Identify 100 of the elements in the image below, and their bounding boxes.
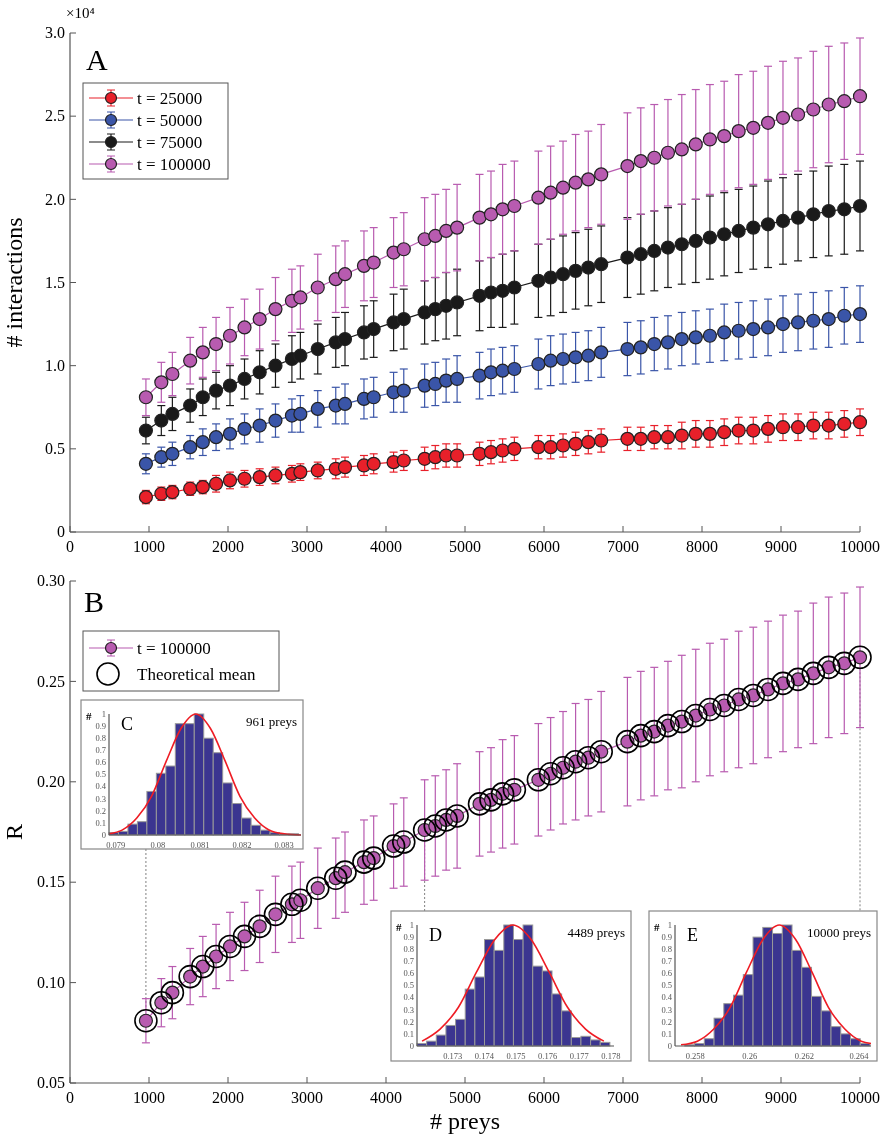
y-tick-label: 2.0 — [45, 190, 65, 208]
y-tick-label: 0.20 — [37, 773, 65, 791]
x-tick-label: 3000 — [291, 1089, 323, 1106]
x-tick-label: 6000 — [528, 538, 560, 555]
chart-title: 961 preys — [246, 714, 297, 729]
y-tick-label: 1 — [101, 708, 106, 719]
x-tick-label: 0.262 — [794, 1050, 814, 1061]
y-axis-title: # — [396, 921, 402, 933]
y-tick-label: 0 — [101, 829, 106, 840]
y-tick-label: 0.1 — [403, 1028, 414, 1039]
y-tick-label: 0.9 — [403, 931, 414, 942]
legend-label: t = 25000 — [137, 89, 203, 108]
text: ×10⁴ — [66, 5, 95, 21]
y-tick-label: 0.2 — [95, 805, 106, 816]
x-tick-label: 0.08 — [150, 839, 166, 850]
y-tick-label: 0.5 — [403, 980, 414, 991]
x-tick-label: 1000 — [133, 1089, 165, 1106]
x-tick-label: 5000 — [449, 538, 481, 555]
x-tick-label: 0.082 — [232, 839, 252, 850]
y-tick-label: 0.4 — [95, 781, 107, 792]
x-tick-label: 7000 — [607, 538, 639, 555]
x-tick-label: 0.264 — [849, 1050, 870, 1061]
y-tick-label: 0.3 — [661, 1004, 672, 1015]
y-tick-label: 0.10 — [37, 973, 65, 991]
y-tick-label: 0.3 — [95, 793, 106, 804]
x-tick-label: 0.177 — [569, 1050, 589, 1061]
y-tick-label: 0.7 — [95, 745, 106, 756]
x-tick-label: 5000 — [449, 1089, 481, 1106]
y-tick-label: 0.05 — [37, 1074, 65, 1092]
y-tick-label: 1 — [667, 919, 672, 930]
legend-label: t = 75000 — [137, 133, 203, 152]
legend-label: t = 100000 — [137, 639, 211, 658]
x-tick-label: 3000 — [291, 538, 323, 555]
y-tick-label: 0 — [57, 523, 65, 541]
y-tick-label: 0.2 — [403, 1016, 414, 1027]
y-tick-label: 0.5 — [661, 980, 672, 991]
x-tick-label: 4000 — [370, 538, 402, 555]
chart-title: 4489 preys — [567, 925, 625, 940]
annotation: A — [86, 43, 108, 76]
y-axis-title: # — [654, 921, 660, 933]
legend-label: t = 50000 — [137, 111, 203, 130]
x-tick-label: 0.176 — [538, 1050, 558, 1061]
y-tick-label: 2.5 — [45, 107, 65, 125]
y-tick-label: 0.7 — [661, 956, 672, 967]
x-tick-label: 1000 — [133, 538, 165, 555]
x-tick-label: 8000 — [686, 1089, 718, 1106]
y-tick-label: 0 — [667, 1040, 672, 1051]
legend-label: Theoretical mean — [137, 665, 256, 684]
y-tick-label: 0.4 — [661, 992, 673, 1003]
y-tick-label: 0.3 — [403, 1004, 414, 1015]
y-tick-label: 0.6 — [661, 968, 672, 979]
x-tick-label: 8000 — [686, 538, 718, 555]
x-tick-label: 9000 — [765, 1089, 797, 1106]
x-tick-label: 6000 — [528, 1089, 560, 1106]
y-tick-label: 0.9 — [95, 720, 106, 731]
y-tick-label: 1 — [409, 919, 414, 930]
y-axis-title: # interactions — [1, 217, 27, 348]
y-axis-title: R — [1, 823, 27, 841]
annotation: D — [429, 925, 442, 945]
chart-title: 10000 preys — [807, 925, 871, 940]
x-tick-label: 0.175 — [506, 1050, 526, 1061]
y-tick-label: 0.8 — [95, 733, 106, 744]
y-tick-label: 1.5 — [45, 273, 65, 291]
y-tick-label: 0.5 — [45, 440, 65, 458]
y-tick-label: 0.15 — [37, 873, 65, 891]
annotation: E — [687, 925, 698, 945]
x-tick-label: 2000 — [212, 538, 244, 555]
y-tick-label: 0.9 — [661, 931, 672, 942]
x-tick-label: 0.081 — [190, 839, 210, 850]
annotation: B — [84, 585, 105, 618]
y-tick-label: 0.6 — [403, 968, 414, 979]
y-tick-label: 0.8 — [403, 944, 414, 955]
x-tick-label: 0.26 — [742, 1050, 758, 1061]
x-tick-label: 0.083 — [274, 839, 294, 850]
legend-label: t = 100000 — [137, 155, 211, 174]
x-tick-label: 0.178 — [601, 1050, 621, 1061]
annotation: C — [121, 714, 134, 734]
y-tick-label: 0.6 — [95, 757, 106, 768]
x-tick-label: 0.079 — [106, 839, 126, 850]
y-tick-label: 0.1 — [661, 1028, 672, 1039]
y-tick-label: 0.4 — [403, 992, 415, 1003]
x-tick-label: 4000 — [370, 1089, 402, 1106]
y-tick-label: 0.5 — [95, 769, 106, 780]
x-tick-label: 2000 — [212, 1089, 244, 1106]
x-tick-label: 9000 — [765, 538, 797, 555]
y-tick-label: 0.8 — [661, 944, 672, 955]
y-tick-label: 0.25 — [37, 672, 65, 690]
y-tick-label: 0.30 — [37, 572, 65, 590]
y-tick-label: 3.0 — [45, 24, 65, 42]
x-tick-label: 0.174 — [474, 1050, 495, 1061]
x-tick-label: 10000 — [840, 538, 880, 555]
y-tick-label: 0.7 — [403, 956, 414, 967]
y-axis-title: # — [86, 710, 92, 722]
y-tick-label: 0.1 — [95, 817, 106, 828]
y-tick-label: 1.0 — [45, 356, 65, 374]
x-tick-label: 0.173 — [443, 1050, 463, 1061]
x-tick-label: 10000 — [840, 1089, 880, 1106]
x-axis-title: # preys — [430, 1108, 500, 1134]
x-tick-label: 0.258 — [685, 1050, 705, 1061]
y-tick-label: 0 — [409, 1040, 414, 1051]
